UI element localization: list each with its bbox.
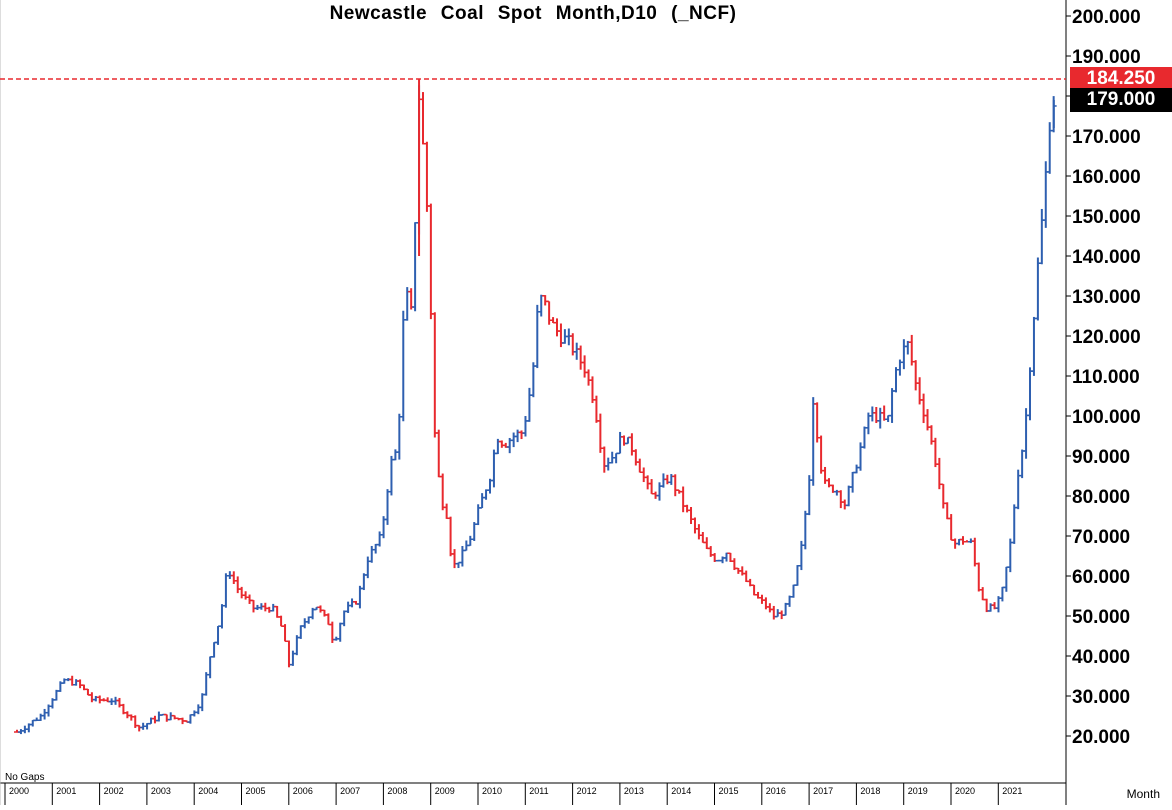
x-tick-label: 2002 (104, 786, 124, 796)
chart-title: Newcastle Coal Spot Month,D10 (_NCF) (329, 3, 737, 24)
x-tick-label: 2021 (1002, 786, 1022, 796)
x-tick-label: 2012 (577, 786, 597, 796)
y-tick-label: 150.000 (1072, 207, 1141, 228)
x-tick-label: 2018 (860, 786, 880, 796)
x-tick-label: 2006 (293, 786, 313, 796)
x-tick-label: 2017 (813, 786, 833, 796)
y-tick-label: 60.000 (1072, 567, 1130, 588)
y-tick-label: 110.000 (1072, 367, 1140, 388)
y-tick-label: 130.000 (1072, 287, 1141, 308)
y-tick-label: 160.000 (1072, 167, 1141, 188)
x-tick-label: 2015 (719, 786, 739, 796)
y-tick-label: 30.000 (1072, 687, 1130, 708)
x-tick-label: 2000 (9, 786, 29, 796)
y-tick-label: 170.000 (1072, 127, 1141, 148)
x-axis-unit: Month (1126, 787, 1160, 801)
x-tick-label: 2005 (246, 786, 266, 796)
x-tick-label: 2016 (766, 786, 786, 796)
y-tick-label: 20.000 (1072, 727, 1130, 748)
y-tick-label: 50.000 (1072, 607, 1130, 628)
x-tick-label: 2001 (56, 786, 76, 796)
x-tick-label: 2003 (151, 786, 171, 796)
y-tick-label: 40.000 (1072, 647, 1130, 668)
y-tick-label: 120.000 (1072, 327, 1141, 348)
x-tick-label: 2011 (529, 786, 548, 796)
last-price-label: 179.000 (1070, 88, 1172, 112)
x-tick-label: 2020 (955, 786, 975, 796)
no-gaps-note: No Gaps (5, 772, 45, 783)
x-tick-label: 2008 (387, 786, 407, 796)
y-tick-label: 200.000 (1072, 7, 1141, 28)
y-tick-label: 70.000 (1072, 527, 1130, 548)
x-tick-label: 2013 (624, 786, 644, 796)
x-tick-label: 2009 (435, 786, 455, 796)
y-tick-label: 80.000 (1072, 487, 1130, 508)
y-tick-label: 190.000 (1072, 47, 1141, 68)
y-tick-label: 140.000 (1072, 247, 1141, 268)
x-tick-label: 2019 (908, 786, 928, 796)
x-tick-label: 2004 (198, 786, 218, 796)
y-tick-label: 100.000 (1072, 407, 1141, 428)
y-tick-label: 90.000 (1072, 447, 1130, 468)
x-tick-label: 2010 (482, 786, 502, 796)
x-tick-label: 2007 (340, 786, 360, 796)
reference-price-label: 184.250 (1070, 67, 1172, 91)
x-tick-label: 2014 (671, 786, 691, 796)
